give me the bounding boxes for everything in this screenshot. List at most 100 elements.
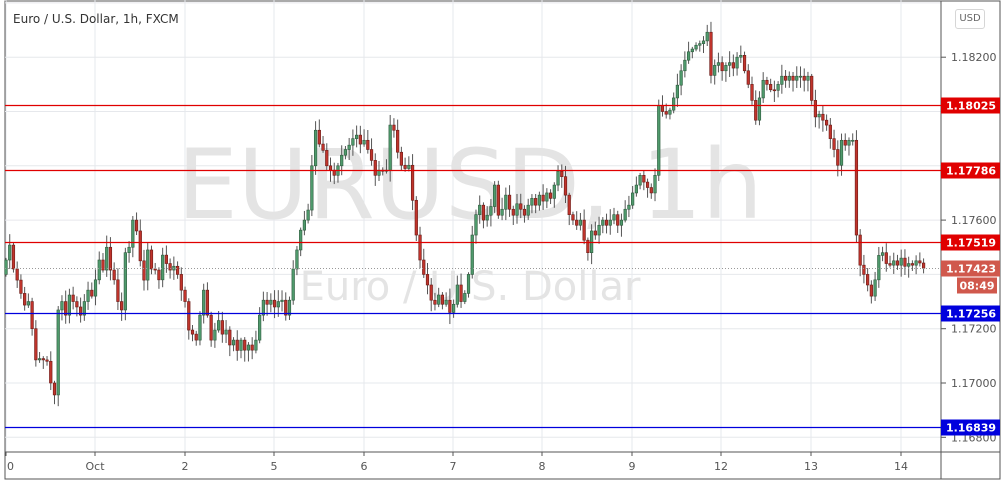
candle-body	[280, 299, 284, 302]
candle-body	[921, 262, 926, 269]
candle-body	[560, 170, 564, 177]
candle	[164, 245, 168, 273]
candle	[694, 42, 698, 52]
candle-body	[866, 274, 870, 286]
candle	[798, 66, 803, 88]
candle	[198, 311, 202, 346]
candle	[895, 254, 900, 270]
candle-body	[612, 214, 616, 221]
candle	[246, 342, 251, 362]
candle-body	[537, 194, 541, 206]
candle	[366, 129, 370, 154]
candle-body	[590, 230, 594, 253]
candle	[362, 129, 366, 147]
candle	[183, 286, 187, 308]
candle-body	[123, 252, 127, 311]
candle-body	[485, 214, 489, 221]
candle-body	[754, 100, 758, 121]
candle-body	[828, 124, 832, 139]
candle	[228, 326, 232, 357]
candle	[493, 181, 497, 213]
candle-body	[37, 358, 42, 361]
candle	[422, 248, 426, 278]
candle	[213, 322, 217, 348]
candle	[880, 246, 885, 262]
candle-body	[586, 239, 590, 253]
time-tick-label: 0	[7, 460, 14, 473]
candle-body	[433, 299, 437, 305]
candle-body	[351, 138, 355, 146]
candle-body	[675, 84, 679, 99]
candle	[851, 133, 855, 146]
candle-body	[276, 301, 280, 308]
candle	[810, 73, 814, 105]
candle-body	[466, 274, 471, 294]
candle	[698, 40, 702, 52]
candle	[30, 297, 34, 336]
candle-body	[328, 165, 333, 171]
candle-body	[899, 257, 903, 266]
candle-body	[272, 299, 277, 308]
candle	[455, 275, 459, 308]
candle-body	[101, 259, 105, 271]
price-tick-label: 1.17000	[951, 377, 997, 390]
candle-body	[694, 44, 698, 50]
candle-body	[120, 301, 124, 311]
candle	[369, 138, 374, 166]
candle-body	[735, 56, 739, 69]
candle-body	[142, 260, 146, 281]
price-tick-label: 1.18200	[951, 51, 997, 64]
candle-body	[802, 75, 806, 81]
candle	[735, 52, 739, 76]
candle	[489, 198, 493, 227]
candle	[101, 253, 105, 273]
candle-body	[701, 40, 706, 44]
candle-body	[519, 203, 523, 210]
candle-body	[530, 198, 534, 206]
candle-body	[705, 31, 709, 42]
candle	[470, 225, 474, 279]
candle-body	[623, 208, 627, 221]
candle-body	[23, 293, 27, 306]
candle	[709, 21, 713, 84]
candle-body	[683, 59, 687, 72]
candle-body	[765, 79, 769, 85]
candle-body	[250, 344, 254, 351]
candle	[791, 72, 795, 92]
candle-body	[269, 299, 273, 305]
candle-body	[407, 164, 411, 169]
candle	[511, 205, 515, 225]
candle	[612, 207, 616, 225]
candle-body	[355, 134, 359, 139]
candle	[522, 205, 527, 223]
candle	[739, 45, 743, 63]
candle-body	[895, 260, 900, 266]
candle-body	[474, 214, 478, 236]
candle-body	[138, 230, 142, 262]
level-price-label: 1.16839	[946, 422, 996, 435]
time-tick-label: Oct	[85, 460, 105, 473]
candle	[686, 41, 691, 64]
candle-body	[724, 65, 728, 72]
currency-button[interactable]: USD	[955, 9, 985, 29]
candle-body	[873, 279, 877, 297]
candle	[645, 178, 650, 198]
chart-title: Euro / U.S. Dollar, 1h, FXCM	[13, 12, 179, 26]
candle	[82, 294, 86, 321]
candle-body	[511, 208, 515, 216]
candle-body	[448, 299, 452, 313]
candle-body	[552, 184, 556, 199]
candle	[347, 137, 351, 161]
countdown-label: 08:49	[959, 280, 994, 293]
candle	[750, 76, 754, 105]
candle	[485, 206, 489, 227]
candle	[437, 287, 441, 308]
candle-body	[772, 89, 776, 92]
candle-body	[97, 259, 101, 281]
candle-body	[813, 100, 818, 118]
level-price-tag	[941, 305, 1000, 322]
candle-body	[112, 269, 116, 281]
candle-body	[851, 139, 855, 142]
candle-body	[8, 244, 12, 261]
